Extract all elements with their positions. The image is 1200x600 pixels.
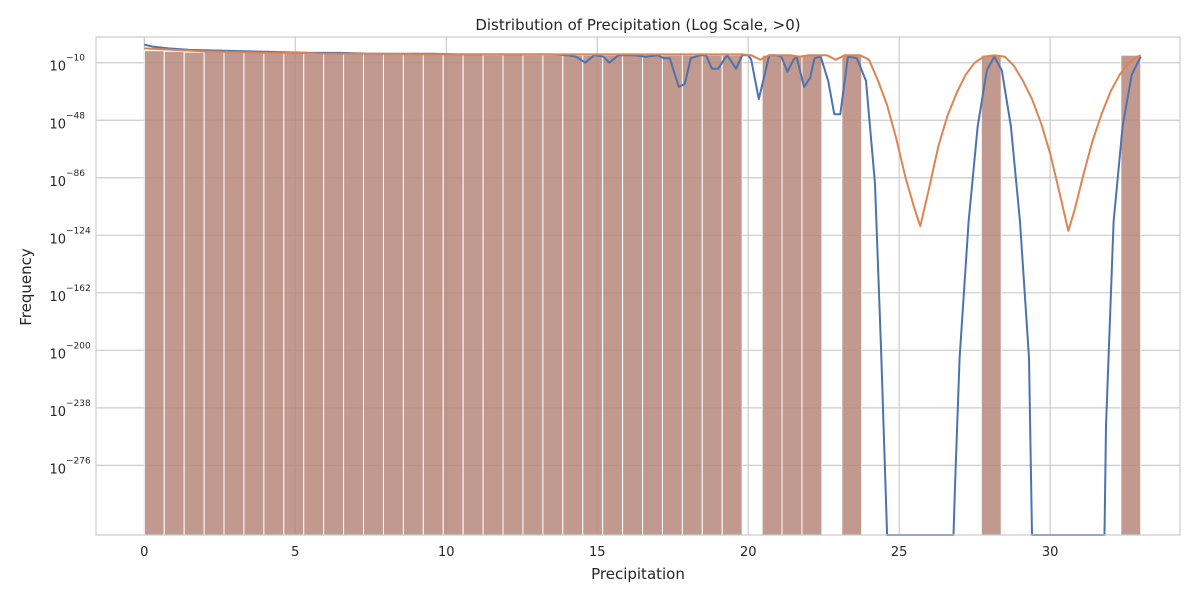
histogram-bar	[442, 53, 464, 536]
x-axis-label: Precipitation	[591, 565, 685, 583]
histogram-bar	[263, 52, 285, 536]
y-tick-exponent: −48	[66, 111, 85, 121]
histogram-bar	[303, 53, 325, 536]
y-tick-exponent: −162	[66, 284, 91, 294]
plot-frame	[95, 36, 1181, 536]
histogram-bar	[681, 54, 703, 536]
x-tick-label: 25	[891, 545, 908, 560]
histogram-bar	[402, 53, 424, 536]
histogram-bar	[582, 54, 604, 536]
y-tick-label: 10	[49, 60, 66, 75]
y-tick-label: 10	[49, 462, 66, 477]
y-tick-exponent: −124	[66, 226, 91, 236]
histogram-bar	[1120, 54, 1142, 536]
x-tick-label: 15	[589, 545, 606, 560]
histogram-bar	[203, 50, 225, 536]
histogram-bar	[243, 51, 265, 536]
density-line	[144, 47, 1142, 232]
histogram-bar	[701, 54, 723, 536]
histogram-bar	[602, 54, 624, 536]
histogram-bar	[363, 53, 384, 536]
histogram-bar	[323, 52, 345, 536]
y-tick-label: 10	[49, 405, 66, 420]
histogram-bar	[183, 51, 205, 536]
histogram-bar	[980, 54, 1002, 536]
histogram-bar	[661, 54, 683, 536]
histogram-bar	[761, 54, 783, 536]
histogram-bar	[721, 54, 743, 536]
x-tick-labels: 0 5 10 15 20 25 30	[140, 545, 1058, 560]
histogram-bar	[542, 54, 564, 536]
x-tick-label: 0	[140, 545, 148, 560]
y-tick-label: 10	[49, 347, 66, 362]
histogram-bar	[382, 53, 404, 536]
histogram-bar	[223, 51, 245, 536]
histogram-bar	[482, 54, 504, 536]
x-tick-label: 20	[740, 545, 757, 560]
y-tick-exponent: −10	[66, 54, 85, 64]
y-tick-exponent: −86	[66, 169, 85, 179]
histogram-bar	[283, 52, 305, 536]
y-tick-labels: 10−1010−4810−8610−12410−16210−20010−2381…	[49, 54, 91, 478]
histogram-bar	[622, 54, 644, 536]
density-lines	[144, 43, 1142, 536]
histogram-bar	[143, 50, 165, 536]
chart-title: Distribution of Precipitation (Log Scale…	[475, 16, 800, 34]
histogram-bar	[522, 54, 544, 536]
y-tick-label: 10	[49, 232, 66, 247]
y-tick-exponent: −276	[66, 456, 91, 466]
histogram-bar	[781, 54, 803, 536]
histogram-bar	[343, 53, 365, 536]
x-tick-label: 30	[1042, 545, 1059, 560]
histogram-bar	[422, 53, 444, 536]
y-tick-exponent: −200	[66, 341, 91, 351]
y-tick-exponent: −238	[66, 399, 91, 409]
histogram-bar	[841, 54, 863, 536]
x-tick-label: 5	[291, 545, 299, 560]
histogram-bars	[143, 50, 1142, 536]
histogram-bar	[642, 54, 663, 536]
histogram-bar	[562, 54, 584, 536]
histogram-bar	[801, 54, 823, 536]
histogram-bar	[462, 53, 484, 536]
histogram-bar	[502, 53, 524, 536]
y-tick-label: 10	[49, 117, 66, 132]
y-tick-label: 10	[49, 175, 66, 190]
y-tick-label: 10	[49, 290, 66, 305]
histogram-bar	[163, 50, 185, 536]
y-axis-label: Frequency	[17, 248, 35, 326]
x-tick-label: 10	[438, 545, 455, 560]
